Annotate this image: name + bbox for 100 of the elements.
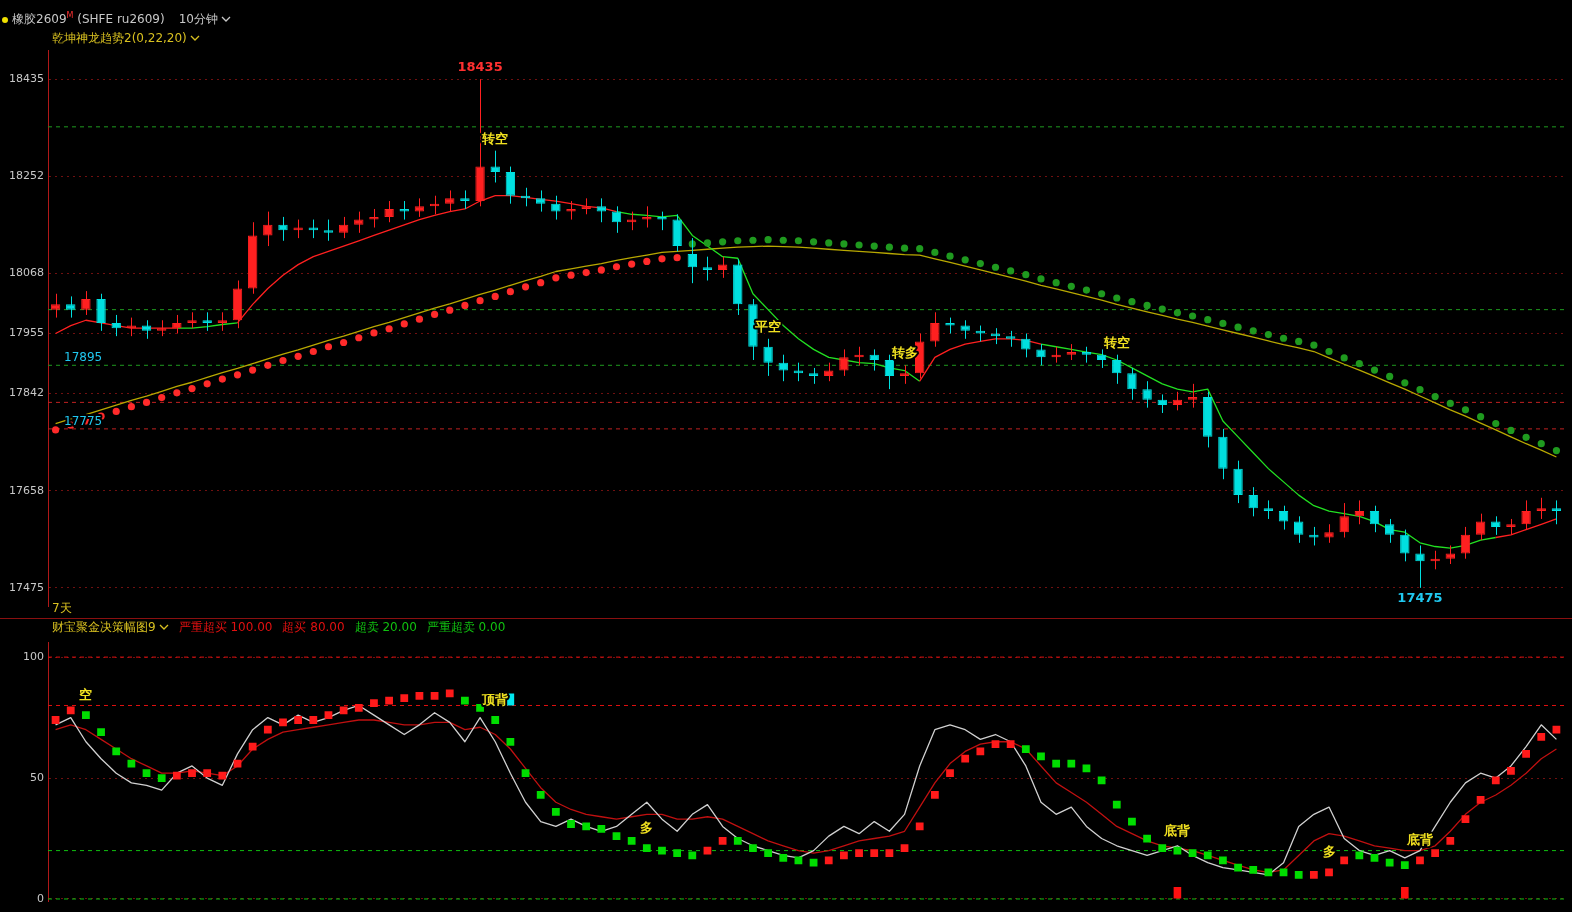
candlestick: [50, 293, 61, 319]
point: [1477, 413, 1485, 421]
point: [1249, 327, 1257, 335]
text: 转空: [1103, 334, 1130, 350]
text: 17475: [1397, 589, 1443, 605]
point: [900, 244, 909, 252]
point: [946, 252, 954, 260]
point: [1340, 354, 1348, 362]
point: [309, 347, 317, 356]
point: [1143, 301, 1151, 310]
point: [582, 268, 590, 277]
point: [1264, 330, 1272, 339]
point: [400, 320, 408, 328]
candlestick: [460, 189, 470, 210]
candlestick: [566, 200, 576, 221]
point: [1325, 347, 1333, 356]
candlestick: [990, 327, 1001, 345]
point: [1158, 305, 1166, 313]
ref-line-label: 超卖 20.00: [354, 619, 417, 636]
point: [249, 366, 257, 374]
candlestick: [1415, 544, 1425, 589]
point: [294, 352, 302, 360]
point: [158, 394, 166, 402]
point: [1355, 360, 1363, 368]
candlestick: [839, 348, 849, 377]
y-tick-label: 100: [23, 649, 44, 663]
candlestick: [1187, 383, 1198, 409]
point: [1386, 372, 1394, 381]
text: 18435: [457, 59, 503, 75]
candlestick: [217, 311, 228, 332]
point: [1461, 406, 1470, 414]
point: [976, 259, 984, 268]
ref-line-label: 超买 80.00: [282, 619, 345, 636]
point: [794, 237, 803, 245]
candlestick: [1551, 499, 1562, 525]
point: [279, 356, 287, 365]
point: [749, 236, 757, 244]
point: [885, 243, 893, 251]
point: [203, 380, 211, 388]
candlestick: [1339, 502, 1349, 539]
point: [1431, 392, 1439, 401]
point: [521, 283, 530, 291]
candlestick: [1536, 497, 1546, 520]
ref-line-label: 严重超卖 0.00: [426, 619, 506, 636]
point: [446, 306, 454, 314]
point: [430, 310, 439, 319]
point: [1537, 440, 1545, 448]
text: 转空: [482, 130, 509, 146]
data-label: 空: [79, 687, 93, 703]
candlestick: [945, 317, 955, 334]
point: [1067, 282, 1075, 290]
point: [1022, 271, 1030, 279]
point: [355, 334, 363, 342]
point: [840, 240, 848, 248]
point: [825, 239, 833, 247]
point: [491, 292, 499, 301]
point: [673, 254, 681, 262]
point: [552, 274, 560, 282]
chart-title: 橡胶2609$^{M}$ (SHFE ru2609): [12, 11, 165, 28]
point: [370, 329, 378, 337]
candlestick: [323, 219, 334, 242]
candlestick: [536, 189, 546, 213]
candlestick: [369, 208, 379, 229]
point: [1401, 379, 1409, 387]
candlestick: [1127, 367, 1137, 401]
annotation: 7天: [52, 600, 72, 617]
y-tick-label: 18068: [9, 266, 44, 280]
point: [1416, 386, 1424, 394]
point: [779, 236, 787, 244]
candlestick: [642, 205, 652, 229]
y-tick-label: 18252: [9, 168, 44, 182]
point: [264, 361, 272, 369]
point: [127, 403, 135, 411]
point: [764, 236, 772, 244]
point: [991, 263, 1000, 271]
point: [1310, 341, 1318, 349]
point: [1098, 290, 1106, 298]
point: [461, 301, 469, 310]
candlestick: [763, 338, 773, 377]
ref-line-label: 严重超买 100.00: [178, 619, 273, 636]
candlestick: [187, 311, 197, 329]
y-tick-label: 0: [37, 891, 44, 905]
point: [537, 279, 545, 287]
point: [1279, 334, 1288, 342]
candlestick: [1066, 343, 1076, 361]
point: [142, 398, 151, 406]
point: [188, 385, 196, 393]
y-tick-label: 50: [30, 770, 44, 784]
data-label: 多: [1322, 844, 1336, 860]
point: [51, 426, 60, 434]
point: [931, 248, 939, 257]
candlestick: [1324, 523, 1334, 544]
candlestick: [899, 364, 910, 385]
point: [1552, 447, 1561, 455]
point: [1007, 267, 1015, 275]
candlestick: [202, 311, 212, 332]
candlestick: [1309, 526, 1319, 546]
point: [961, 256, 969, 264]
point: [173, 389, 181, 397]
point: [1128, 298, 1136, 306]
